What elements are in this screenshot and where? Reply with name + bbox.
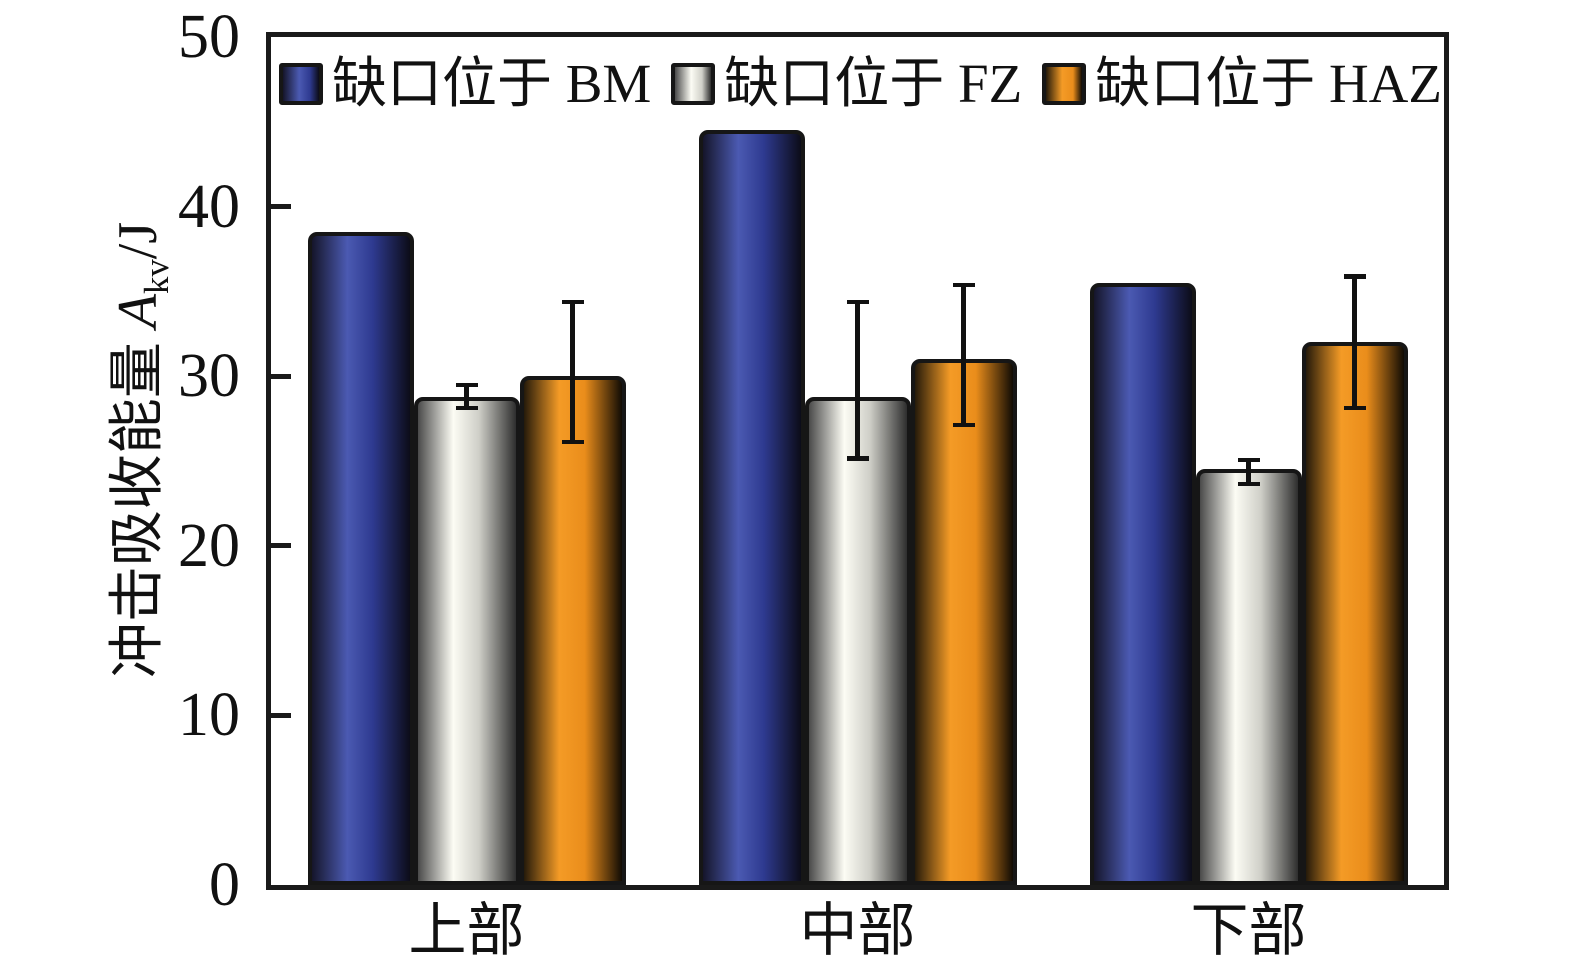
y-axis-tick: [271, 712, 291, 718]
y-axis-tick: [271, 373, 291, 379]
error-bar-haz-0: [561, 299, 584, 445]
error-bar-cap-top: [952, 282, 975, 288]
legend: 缺口位于 BM 缺口位于 FZ 缺口位于 HAZ: [279, 53, 1442, 115]
x-category-label: 下部: [1190, 898, 1307, 963]
error-bar-line: [464, 382, 469, 411]
plot-inner-area: 缺口位于 BM 缺口位于 FZ 缺口位于 HAZ: [271, 37, 1444, 885]
error-bar-cap-bottom: [561, 439, 584, 445]
legend-item-bm: 缺口位于 BM: [279, 54, 651, 114]
error-bar-line: [961, 282, 966, 428]
y-tick-label: 10: [178, 681, 240, 750]
error-bar-fz-1: [846, 299, 869, 461]
error-bar-haz-1: [952, 282, 975, 428]
legend-swatch-bm: [279, 63, 323, 105]
plot-area: 缺口位于 BM 缺口位于 FZ 缺口位于 HAZ: [266, 32, 1449, 890]
error-bar-line: [1352, 274, 1357, 411]
error-bar-cap-top: [1343, 274, 1366, 279]
legend-label-haz: 缺口位于 HAZ: [1095, 53, 1442, 114]
error-bar-cap-bottom: [1237, 481, 1260, 487]
error-bar-cap-bottom: [455, 405, 478, 411]
x-category-label: 中部: [799, 898, 916, 963]
bar-haz-1: [910, 359, 1017, 885]
error-bar-fz-0: [455, 382, 478, 411]
error-bar-cap-top: [846, 299, 869, 305]
legend-label-bm: 缺口位于 BM: [332, 53, 652, 114]
legend-item-fz: 缺口位于 FZ: [671, 54, 1022, 114]
error-bar-line: [1246, 457, 1251, 487]
error-bar-line: [855, 299, 860, 461]
bar-bm-0: [307, 232, 414, 885]
y-axis-tick: [271, 204, 291, 210]
error-bar-fz-2: [1237, 457, 1260, 487]
error-bar-cap-top: [455, 382, 478, 388]
error-bar-cap-top: [1237, 457, 1260, 463]
y-axis-symbol: A: [107, 293, 169, 329]
error-bar-haz-2: [1343, 274, 1366, 411]
legend-swatch-haz: [1042, 63, 1087, 105]
y-axis-tick: [271, 543, 291, 549]
bar-fz-1: [804, 396, 911, 885]
bar-fz-2: [1195, 469, 1302, 885]
x-category-label: 上部: [408, 898, 525, 963]
error-bar-cap-top: [561, 299, 584, 305]
y-tick-label: 0: [209, 851, 240, 919]
bar-haz-2: [1301, 342, 1408, 885]
bar-bm-1: [698, 130, 805, 885]
legend-label-fz: 缺口位于 FZ: [724, 53, 1023, 114]
y-tick-label: 50: [178, 3, 240, 71]
bar-fz-0: [413, 396, 520, 885]
y-axis-symbol-subscript: kv: [137, 259, 177, 294]
y-tick-label: 40: [178, 172, 240, 241]
legend-item-haz: 缺口位于 HAZ: [1042, 54, 1442, 114]
error-bar-cap-bottom: [952, 422, 975, 428]
bar-haz-0: [519, 376, 626, 885]
error-bar-cap-bottom: [1343, 405, 1366, 411]
bar-bm-2: [1089, 282, 1196, 885]
error-bar-cap-bottom: [846, 456, 869, 461]
y-tick-label: 30: [178, 342, 240, 411]
error-bar-line: [570, 299, 575, 445]
legend-swatch-fz: [671, 63, 716, 105]
y-tick-label: 20: [178, 511, 240, 580]
